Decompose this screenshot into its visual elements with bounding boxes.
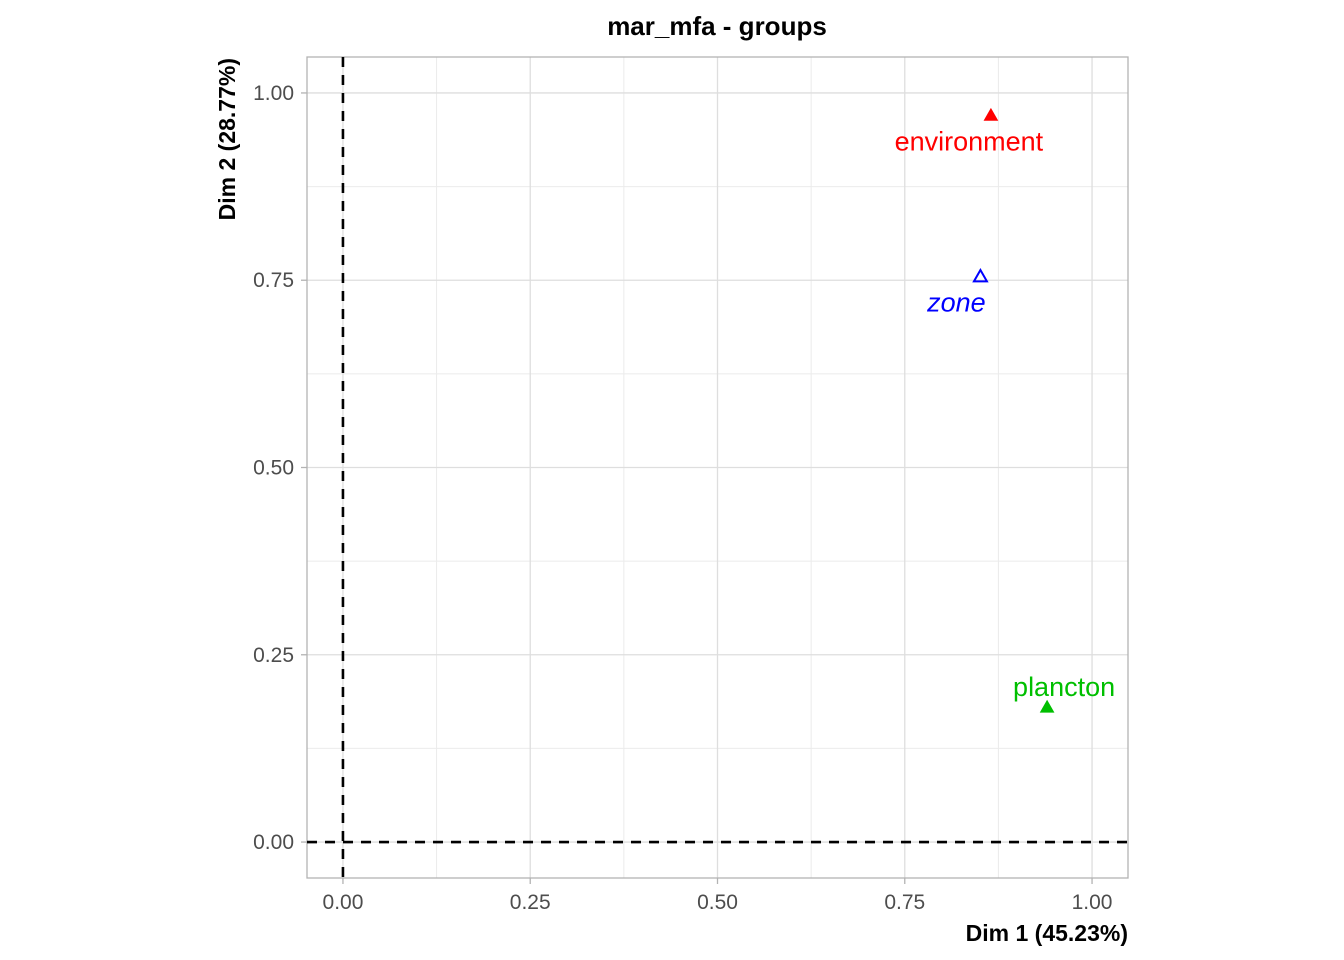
y-axis-title: Dim 2 (28.77%) <box>214 58 240 220</box>
x-tick-label: 0.25 <box>510 891 551 914</box>
x-tick-label: 0.75 <box>884 891 925 914</box>
y-tick-label: 0.50 <box>253 457 294 480</box>
point-marker-zone <box>972 267 989 283</box>
x-axis-title: Dim 1 (45.23%) <box>966 920 1128 946</box>
y-tick-label: 0.75 <box>253 269 294 292</box>
plot-area: 0.00 0.25 0.50 0.75 1.00 0.00 0.25 0.50 0.75 1.00… <box>253 56 1129 914</box>
x-tick-label: 0.00 <box>323 891 364 914</box>
point-label-zone: zone <box>926 287 986 317</box>
y-tick-label: 0.00 <box>253 831 294 854</box>
y-tick-label: 1.00 <box>253 82 294 105</box>
point-label-plancton: plancton <box>1013 672 1115 702</box>
point-marker-plancton <box>1039 699 1055 713</box>
point-label-environment: environment <box>895 126 1044 156</box>
y-tick-label: 0.25 <box>253 644 294 667</box>
x-tick-label: 0.50 <box>697 891 738 914</box>
chart-title: mar_mfa - groups <box>607 11 827 41</box>
x-tick-label: 1.00 <box>1072 891 1113 914</box>
point-marker-environment <box>983 107 999 121</box>
